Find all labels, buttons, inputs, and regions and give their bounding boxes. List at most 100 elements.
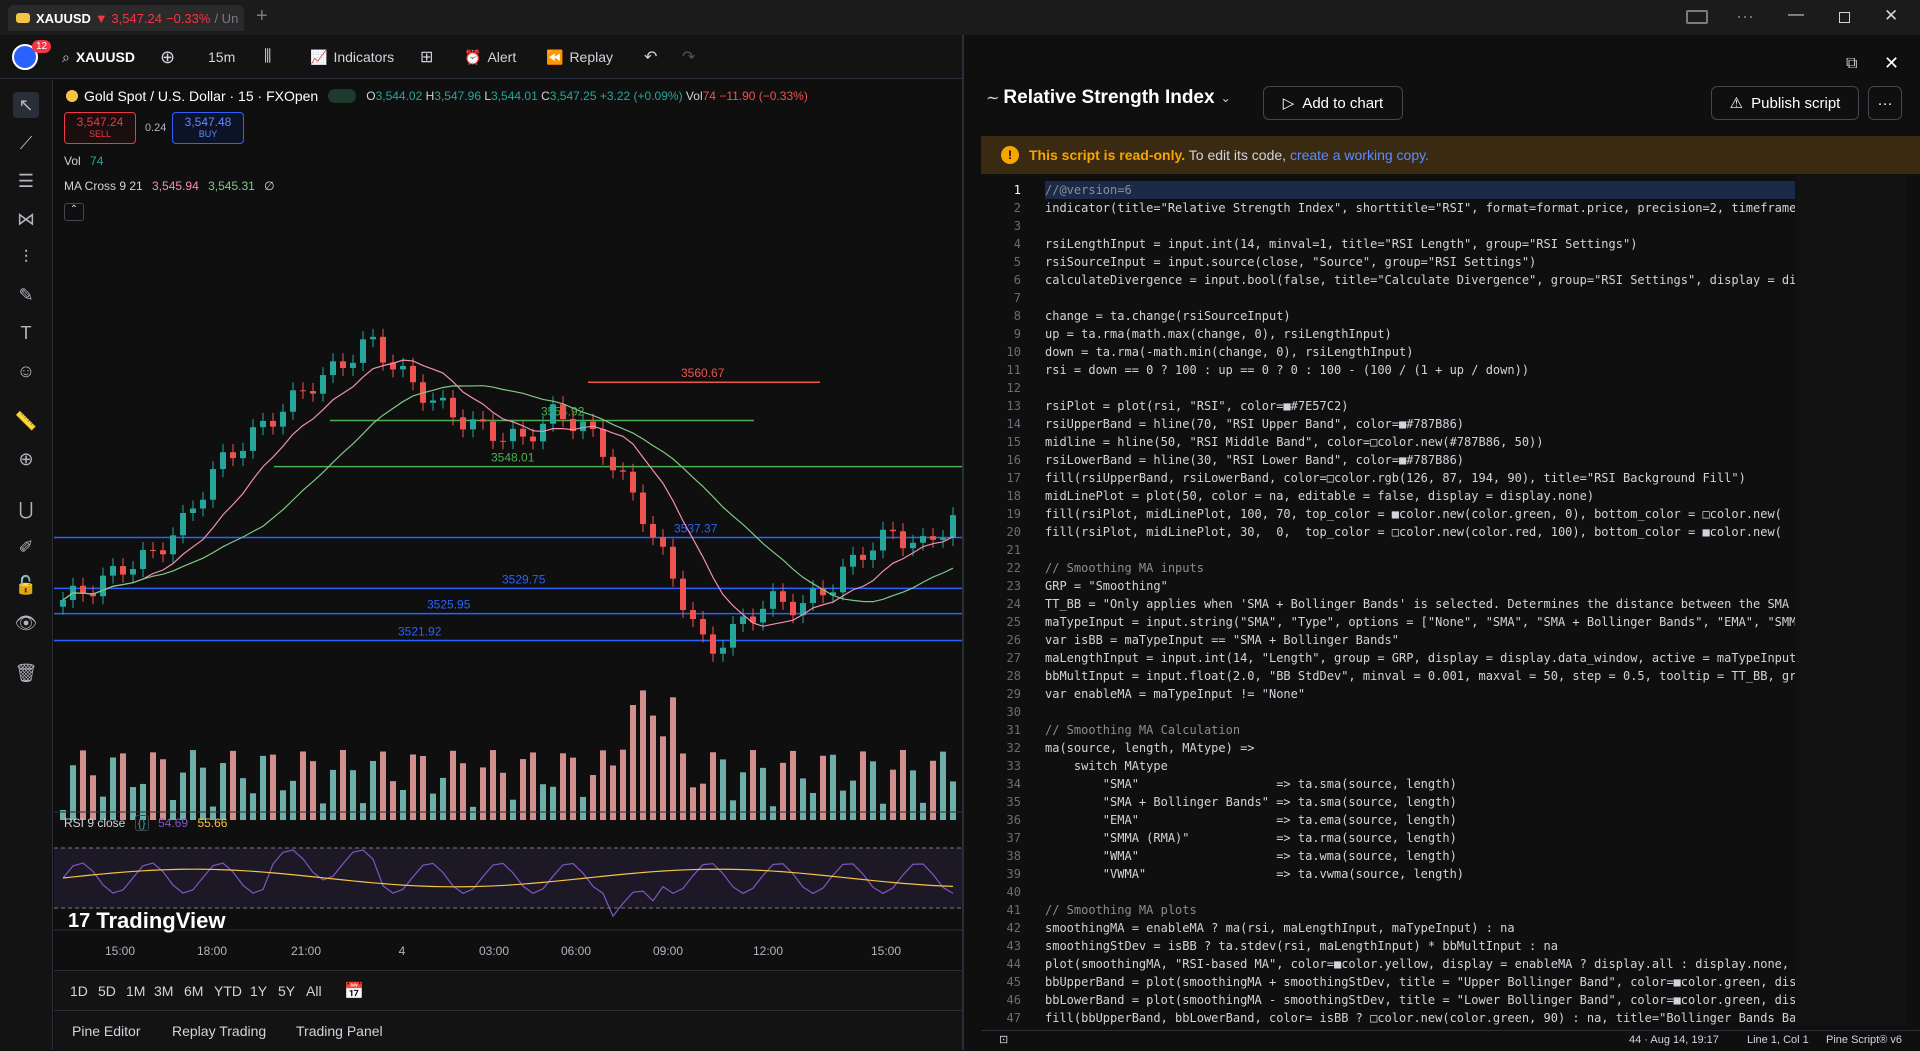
code-line[interactable]: bbLowerBand = plot(smoothingMA - smoothi… <box>1045 993 1795 1007</box>
code-line[interactable]: "SMA + Bollinger Bands" => ta.sma(source… <box>1045 795 1457 809</box>
code-line[interactable]: down = ta.rma(-math.min(change, 0), rsiL… <box>1045 345 1414 359</box>
indicators-button[interactable]: 📈 Indicators <box>310 35 394 79</box>
code-line[interactable]: plot(smoothingMA, "RSI-based MA", color=… <box>1045 957 1790 971</box>
new-tab-button[interactable]: + <box>256 5 268 27</box>
tab-replay-trading[interactable]: Replay Trading <box>172 1023 267 1039</box>
code-line[interactable]: bbUpperBand = plot(smoothingMA + smoothi… <box>1045 975 1795 989</box>
minimize-icon[interactable]: — <box>1788 6 1804 23</box>
code-line[interactable]: smoothingStDev = isBB ? ta.stdev(rsi, ma… <box>1045 939 1558 953</box>
range-all[interactable]: All <box>306 983 322 999</box>
replay-button[interactable]: ⏪ Replay <box>546 35 613 79</box>
lock-drawing-icon[interactable]: ✐ <box>18 536 34 557</box>
eye-icon[interactable]: 👁 <box>14 612 38 633</box>
code-line[interactable]: GRP = "Smoothing" <box>1045 579 1168 593</box>
code-line[interactable]: switch MAtype <box>1045 759 1168 773</box>
code-line[interactable]: "SMMA (RMA)" => ta.rma(source, length) <box>1045 831 1457 845</box>
cursor-icon[interactable]: ↖ <box>13 92 39 118</box>
trendline-icon[interactable]: ⟋ <box>19 132 33 153</box>
trash-icon[interactable]: 🗑 <box>14 662 38 683</box>
code-line[interactable]: rsiPlot = plot(rsi, "RSI", color=■#7E57C… <box>1045 399 1349 413</box>
more-icon[interactable]: ··· <box>1736 6 1754 26</box>
code-line[interactable]: rsiLowerBand = hline(30, "RSI Lower Band… <box>1045 453 1465 467</box>
alert-button[interactable]: ⏰ Alert <box>464 35 516 79</box>
range-ytd[interactable]: YTD <box>214 983 242 999</box>
code-line[interactable]: rsiLengthInput = input.int(14, minval=1,… <box>1045 237 1638 251</box>
range-3m[interactable]: 3M <box>154 983 174 999</box>
code-line[interactable]: // Smoothing MA inputs <box>1045 561 1204 575</box>
text-icon[interactable]: T <box>20 322 32 343</box>
close-editor-icon[interactable]: ✕ <box>1884 53 1900 73</box>
code-line[interactable]: // Smoothing MA plots <box>1045 903 1197 917</box>
code-line[interactable]: // Smoothing MA Calculation <box>1045 723 1241 737</box>
code-line[interactable]: maLengthInput = input.int(14, "Length", … <box>1045 651 1795 665</box>
fib-icon[interactable]: ☰ <box>17 170 35 191</box>
range-1d[interactable]: 1D <box>70 983 88 999</box>
emoji-icon[interactable]: ☺ <box>16 360 36 381</box>
code-line[interactable]: "WMA" => ta.wma(source, length) <box>1045 849 1457 863</box>
chart-area[interactable]: 3560.673554.923548.013537.373529.753525.… <box>54 80 962 970</box>
code-line[interactable]: change = ta.change(rsiSourceInput) <box>1045 309 1291 323</box>
maximize-icon[interactable] <box>1839 12 1850 23</box>
code-line[interactable]: smoothingMA = enableMA ? ma(rsi, maLengt… <box>1045 921 1515 935</box>
code-line[interactable]: var enableMA = maTypeInput != "None" <box>1045 687 1306 701</box>
templates-icon[interactable]: ⊞ <box>420 49 434 66</box>
range-6m[interactable]: 6M <box>184 983 204 999</box>
redo-icon[interactable]: ↷ <box>682 49 696 66</box>
code-line[interactable]: var isBB = maTypeInput == "SMA + Bolling… <box>1045 633 1400 647</box>
code-line[interactable]: rsiUpperBand = hline(70, "RSI Upper Band… <box>1045 417 1465 431</box>
chart-type-icon[interactable]: ⫼ <box>264 48 272 65</box>
code-icon[interactable]: {} <box>134 815 149 831</box>
undo-icon[interactable]: ↶ <box>644 49 658 66</box>
code-line[interactable]: maTypeInput = input.string("SMA", "Type"… <box>1045 615 1795 629</box>
code-line[interactable]: fill(rsiUpperBand, rsiLowerBand, color=□… <box>1045 471 1746 485</box>
code-line[interactable]: bbMultInput = input.float(2.0, "BB StdDe… <box>1045 669 1795 683</box>
range-1m[interactable]: 1M <box>126 983 146 999</box>
add-symbol-icon[interactable]: ⊕ <box>160 46 176 67</box>
price-chart[interactable]: 3560.673554.923548.013537.373529.753525.… <box>54 80 962 970</box>
more-options-button[interactable]: ··· <box>1868 86 1902 120</box>
browser-tab[interactable]: XAUUSD ▼ 3,547.24 −0.33% / Un <box>8 5 244 31</box>
tab-pine-editor[interactable]: Pine Editor <box>72 1023 141 1039</box>
terminal-icon[interactable]: ⊡ <box>999 1034 1009 1046</box>
projection-icon[interactable]: ⫶ <box>23 246 29 267</box>
code-line[interactable]: fill(rsiPlot, midLinePlot, 30, 0, top_co… <box>1045 525 1782 539</box>
pattern-icon[interactable]: ⋈ <box>17 208 35 229</box>
popout-icon[interactable]: ⧉ <box>1846 55 1858 72</box>
magnet-icon[interactable]: ⋃ <box>18 498 34 519</box>
chart-title[interactable]: Gold Spot / U.S. Dollar · 15 · FXOpen <box>84 88 319 104</box>
code-line[interactable]: calculateDivergence = input.bool(false, … <box>1045 273 1795 287</box>
collapse-legend-button[interactable]: ⌃ <box>64 203 84 221</box>
buy-button[interactable]: 3,547.48 BUY <box>172 112 244 144</box>
close-window-icon[interactable]: ✕ <box>1884 6 1899 25</box>
code-editor[interactable]: 1 //@version=6 2 indicator(title="Relative … <box>981 181 1795 1030</box>
brush-icon[interactable]: ✎ <box>18 284 34 305</box>
range-5y[interactable]: 5Y <box>278 983 296 999</box>
code-line[interactable]: "VWMA" => ta.vwma(source, length) <box>1045 867 1465 881</box>
code-line[interactable]: indicator(title="Relative Strength Index… <box>1045 201 1795 215</box>
code-line[interactable]: fill(bbUpperBand, bbLowerBand, color= is… <box>1045 1011 1795 1025</box>
add-to-chart-button[interactable]: ▷ Add to chart <box>1263 86 1403 120</box>
calendar-icon[interactable]: 📅 <box>344 983 364 1000</box>
sell-button[interactable]: 3,547.24 SELL <box>64 112 136 144</box>
code-line[interactable]: midLinePlot = plot(50, color = na, edita… <box>1045 489 1595 503</box>
code-line[interactable]: rsi = down == 0 ? 100 : up == 0 ? 0 : 10… <box>1045 363 1530 377</box>
code-line[interactable]: midline = hline(50, "RSI Middle Band", c… <box>1045 435 1544 449</box>
minimap[interactable] <box>1796 176 1906 1026</box>
working-copy-link[interactable]: create a working copy. <box>1289 147 1429 163</box>
symbol-search[interactable]: ⌕ XAUUSD <box>62 35 135 79</box>
script-title[interactable]: ∼ Relative Strength Index ⌄ <box>986 87 1231 109</box>
range-5d[interactable]: 5D <box>98 983 116 999</box>
range-1y[interactable]: 1Y <box>250 983 268 999</box>
zoom-icon[interactable]: ⊕ <box>18 448 34 469</box>
code-line[interactable]: rsiSourceInput = input.source(close, "So… <box>1045 255 1537 269</box>
interval-button[interactable]: 15m <box>208 49 236 65</box>
code-line[interactable]: "EMA" => ta.ema(source, length) <box>1045 813 1457 827</box>
ruler-icon[interactable]: 📏 <box>14 410 38 431</box>
code-line[interactable]: up = ta.rma(math.max(change, 0), rsiLeng… <box>1045 327 1392 341</box>
tab-trading-panel[interactable]: Trading Panel <box>296 1023 383 1039</box>
code-line[interactable]: ma(source, length, MAtype) => <box>1045 741 1255 755</box>
code-line[interactable]: fill(rsiPlot, midLinePlot, 100, 70, top_… <box>1045 507 1782 521</box>
code-line[interactable]: "SMA" => ta.sma(source, length) <box>1045 777 1457 791</box>
layout-icon[interactable] <box>1686 10 1708 24</box>
code-line[interactable]: //@version=6 <box>1045 181 1795 199</box>
